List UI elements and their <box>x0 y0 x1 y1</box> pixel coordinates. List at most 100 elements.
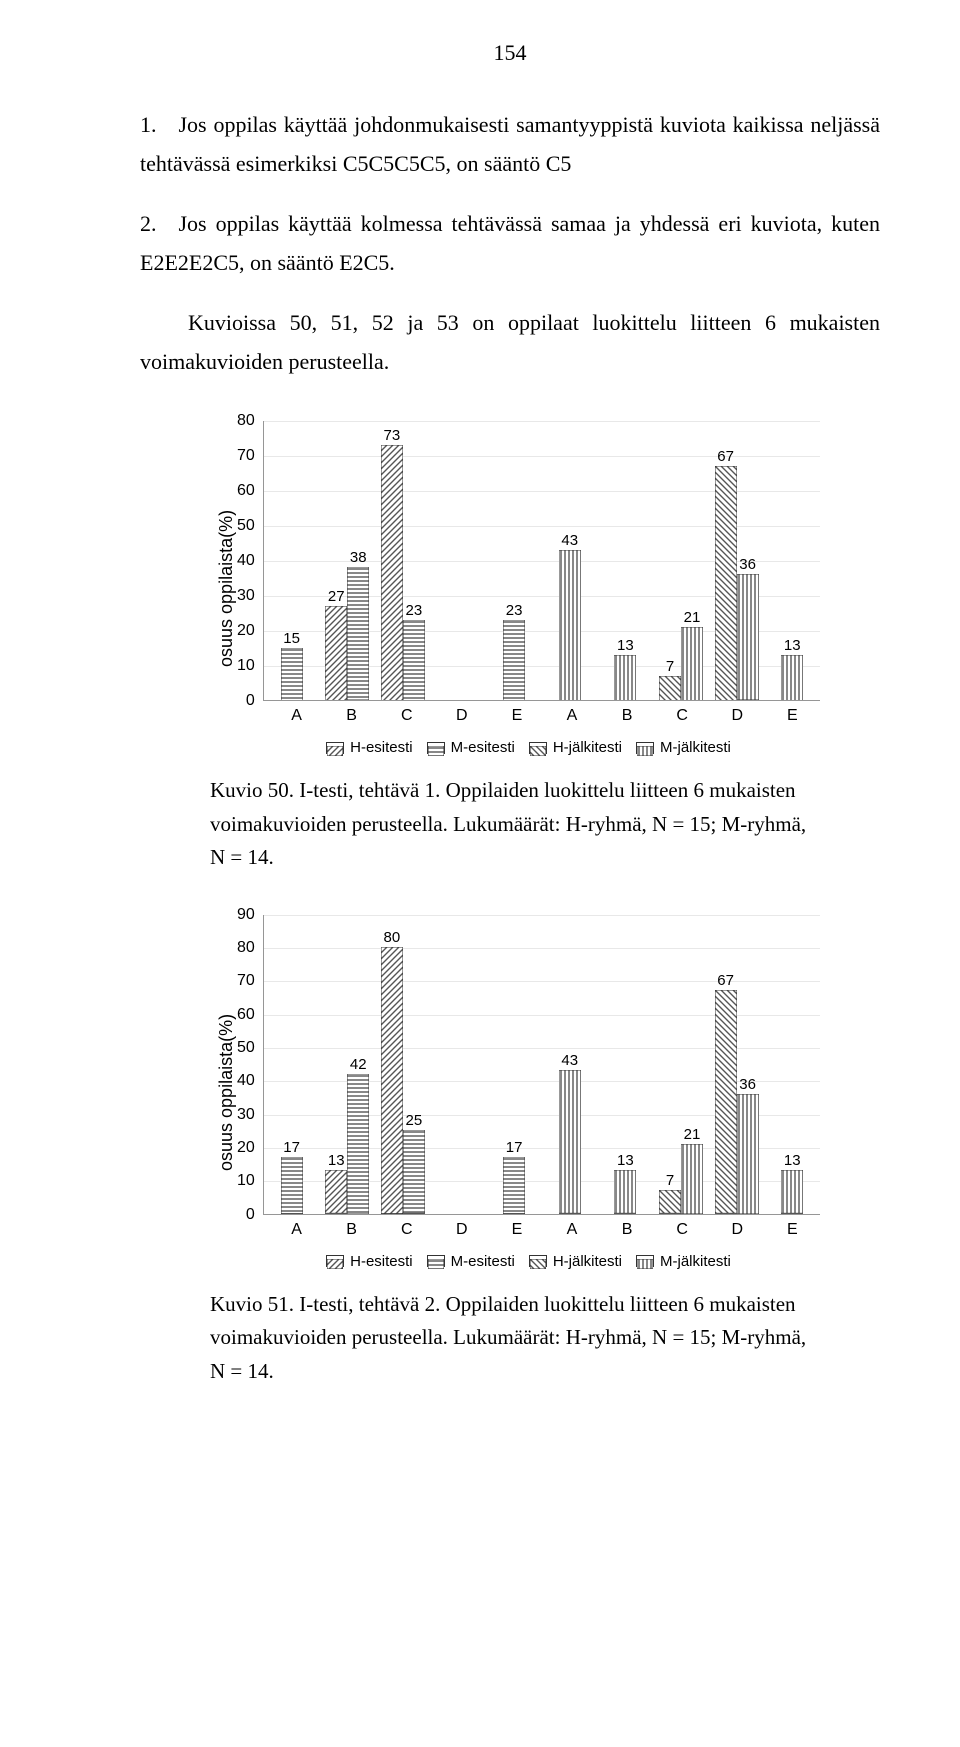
chart-50-caption: Kuvio 50. I-testi, tehtävä 1. Oppilaiden… <box>210 774 820 875</box>
legend-label: M-jälkitesti <box>660 739 731 756</box>
legend-label: M-esitesti <box>451 1253 515 1270</box>
x-tick-label: C <box>655 707 710 725</box>
category-A: 15 <box>264 421 320 700</box>
y-axis-ticks: 9080706050403020100 <box>237 915 263 1215</box>
legend-label: M-jälkitesti <box>660 1253 731 1270</box>
x-tick-label: E <box>765 1221 820 1239</box>
bar-value-label: 17 <box>506 1140 523 1155</box>
bar-value-label: 73 <box>384 428 401 443</box>
bar-B-h_pre: 27 <box>325 421 347 700</box>
chart-legend: H-esitesti M-esitesti H-jälkitesti M-jäl… <box>237 1253 820 1270</box>
x-tick-label: A <box>544 707 599 725</box>
legend-item-h_pre: H-esitesti <box>326 1253 413 1270</box>
category-A: 43 <box>542 915 598 1214</box>
category-C: 80 25 <box>375 915 431 1214</box>
bar-value-label: 38 <box>350 550 367 565</box>
bar-A-m_pre: 15 <box>281 421 303 700</box>
x-tick-label: B <box>600 1221 655 1239</box>
bar-value-label: 36 <box>739 557 756 572</box>
legend-label: H-esitesti <box>350 1253 413 1270</box>
paragraph-1: 1. Jos oppilas käyttää johdonmukaisesti … <box>140 106 880 183</box>
x-tick-label: D <box>710 707 765 725</box>
bar-A-m_post: 43 <box>559 915 581 1214</box>
category-A: 17 <box>264 915 320 1214</box>
bar-C-m_pre: 25 <box>403 915 425 1214</box>
bar-C-m_post: 21 <box>681 915 703 1214</box>
bar-E-m_pre: 17 <box>503 915 525 1214</box>
bar-B-h_pre: 13 <box>325 915 347 1214</box>
bar-E-m_post: 13 <box>781 915 803 1214</box>
chart-51-caption: Kuvio 51. I-testi, tehtävä 2. Oppilaiden… <box>210 1288 820 1389</box>
legend-item-m_post: M-jälkitesti <box>636 739 731 756</box>
category-C: 73 23 <box>375 421 431 700</box>
bar-A-m_post: 43 <box>559 421 581 700</box>
x-axis-ticks: ABCDEABCDE <box>269 707 820 725</box>
bar-E-m_post: 13 <box>781 421 803 700</box>
bar-value-label: 13 <box>328 1153 345 1168</box>
x-tick-label: A <box>269 1221 324 1239</box>
bar-value-label: 13 <box>784 638 801 653</box>
plot-area: 17 13 42 80 <box>263 915 820 1215</box>
bar-A-m_pre: 17 <box>281 915 303 1214</box>
x-tick-label: E <box>489 707 544 725</box>
y-axis-ticks: 80706050403020100 <box>237 421 263 701</box>
bar-C-h_pre: 80 <box>381 915 403 1214</box>
bar-value-label: 13 <box>784 1153 801 1168</box>
page-number: 154 <box>140 40 880 66</box>
bar-value-label: 21 <box>684 1127 701 1142</box>
category-B: 13 <box>598 915 654 1214</box>
category-E: 17 <box>486 915 542 1214</box>
chart-51: osuus oppilaista(%) 9080706050403020100 … <box>210 915 820 1270</box>
category-D: 67 36 <box>709 915 765 1214</box>
legend-label: H-esitesti <box>350 739 413 756</box>
bar-value-label: 80 <box>384 930 401 945</box>
x-tick-label: E <box>489 1221 544 1239</box>
x-axis-ticks: ABCDEABCDE <box>269 1221 820 1239</box>
bar-C-m_post: 21 <box>681 421 703 700</box>
plot-area: 15 27 38 73 <box>263 421 820 701</box>
bar-value-label: 23 <box>506 603 523 618</box>
bar-C-h_pre: 73 <box>381 421 403 700</box>
bar-value-label: 13 <box>617 638 634 653</box>
x-tick-label: B <box>324 1221 379 1239</box>
bar-value-label: 7 <box>666 659 674 674</box>
bar-value-label: 15 <box>283 631 300 646</box>
legend-label: H-jälkitesti <box>553 1253 622 1270</box>
bar-value-label: 67 <box>717 973 734 988</box>
bar-value-label: 21 <box>684 610 701 625</box>
category-B: 27 38 <box>319 421 375 700</box>
bar-D-m_post: 36 <box>737 915 759 1214</box>
chart-50: osuus oppilaista(%) 80706050403020100 15… <box>210 421 820 756</box>
category-E: 13 <box>764 915 820 1214</box>
legend-item-h_post: H-jälkitesti <box>529 1253 622 1270</box>
category-B: 13 <box>598 421 654 700</box>
paragraph-3: Kuvioissa 50, 51, 52 ja 53 on oppilaat l… <box>140 304 880 381</box>
bar-value-label: 27 <box>328 589 345 604</box>
x-tick-label: C <box>379 707 434 725</box>
bar-value-label: 42 <box>350 1057 367 1072</box>
bar-B-m_pre: 38 <box>347 421 369 700</box>
legend-label: H-jälkitesti <box>553 739 622 756</box>
legend-item-m_pre: M-esitesti <box>427 1253 515 1270</box>
x-tick-label: D <box>434 1221 489 1239</box>
bar-E-m_pre: 23 <box>503 421 525 700</box>
x-tick-label: E <box>765 707 820 725</box>
bar-C-m_pre: 23 <box>403 421 425 700</box>
bar-value-label: 25 <box>406 1113 423 1128</box>
y-axis-label: osuus oppilaista(%) <box>210 915 237 1270</box>
bar-value-label: 36 <box>739 1077 756 1092</box>
legend-item-m_post: M-jälkitesti <box>636 1253 731 1270</box>
bar-value-label: 17 <box>283 1140 300 1155</box>
bar-value-label: 43 <box>561 533 578 548</box>
bar-B-m_pre: 42 <box>347 915 369 1214</box>
chart-legend: H-esitesti M-esitesti H-jälkitesti M-jäl… <box>237 739 820 756</box>
paragraph-2: 2. Jos oppilas käyttää kolmessa tehtäväs… <box>140 205 880 282</box>
category-A: 43 <box>542 421 598 700</box>
bar-B-m_post: 13 <box>614 915 636 1214</box>
bar-B-m_post: 13 <box>614 421 636 700</box>
category-E: 13 <box>764 421 820 700</box>
bar-value-label: 7 <box>666 1173 674 1188</box>
bar-C-h_post: 7 <box>659 421 681 700</box>
x-tick-label: A <box>544 1221 599 1239</box>
legend-item-m_pre: M-esitesti <box>427 739 515 756</box>
